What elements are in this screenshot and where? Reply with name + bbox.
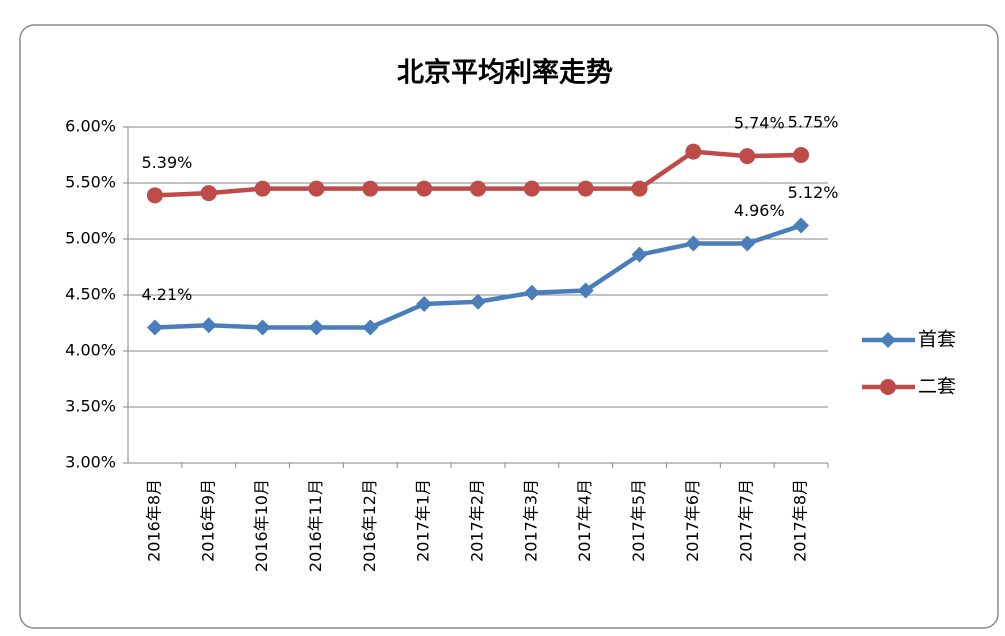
data-point	[146, 187, 163, 204]
data-point	[739, 235, 756, 252]
x-tick-label: 2017年5月	[629, 479, 648, 562]
data-point	[254, 180, 271, 197]
y-tick-label: 5.00%	[65, 229, 116, 248]
data-point	[577, 282, 594, 299]
y-tick-label: 4.50%	[65, 285, 116, 304]
data-point	[523, 180, 540, 197]
data-point	[631, 180, 648, 197]
chart-title: 北京平均利率走势	[397, 57, 613, 89]
x-tick-label: 2016年10月	[252, 479, 271, 572]
data-point	[470, 180, 486, 197]
data-label: 5.39%	[142, 153, 193, 172]
data-point	[880, 379, 896, 395]
data-point	[200, 317, 217, 334]
x-tick-label: 2017年3月	[521, 479, 540, 562]
data-point	[254, 319, 271, 336]
data-point	[308, 319, 325, 336]
x-tick-label: 2016年11月	[306, 479, 325, 572]
data-point	[362, 180, 379, 197]
x-tick-label: 2017年1月	[414, 479, 433, 562]
data-point	[685, 143, 702, 160]
data-point	[793, 147, 810, 163]
data-point	[739, 148, 756, 165]
data-label: 5.74%	[734, 114, 785, 133]
chart-frame	[19, 24, 999, 629]
data-point	[577, 180, 594, 197]
data-label: 5.75%	[788, 113, 839, 132]
y-tick-label: 4.00%	[65, 341, 116, 360]
data-label: 5.12%	[788, 183, 839, 202]
x-tick-label: 2017年4月	[575, 479, 594, 562]
data-point	[685, 235, 702, 252]
y-tick-label: 3.00%	[65, 453, 116, 472]
x-tick-label: 2016年9月	[198, 479, 217, 562]
data-point	[416, 295, 433, 312]
data-point	[631, 246, 648, 263]
y-tick-label: 3.50%	[65, 397, 116, 416]
x-tick-label: 2016年8月	[144, 479, 163, 562]
data-point	[880, 332, 896, 348]
x-tick-label: 2016年12月	[360, 479, 379, 572]
data-point	[362, 319, 379, 336]
data-point	[470, 293, 486, 310]
data-point	[146, 319, 163, 336]
data-label: 4.96%	[734, 201, 785, 220]
legend-label: 二套	[918, 376, 956, 398]
y-tick-label: 5.50%	[65, 173, 116, 192]
x-tick-label: 2017年8月	[791, 479, 810, 562]
data-point	[416, 180, 433, 197]
data-label: 4.21%	[142, 285, 193, 304]
legend-label: 首套	[918, 329, 956, 351]
data-point	[200, 185, 217, 202]
y-tick-label: 6.00%	[65, 117, 116, 136]
x-tick-label: 2017年6月	[683, 479, 702, 562]
data-point	[793, 217, 810, 234]
x-tick-label: 2017年2月	[468, 479, 487, 562]
x-tick-label: 2017年7月	[737, 479, 756, 562]
data-point	[308, 180, 325, 197]
data-point	[523, 284, 540, 301]
